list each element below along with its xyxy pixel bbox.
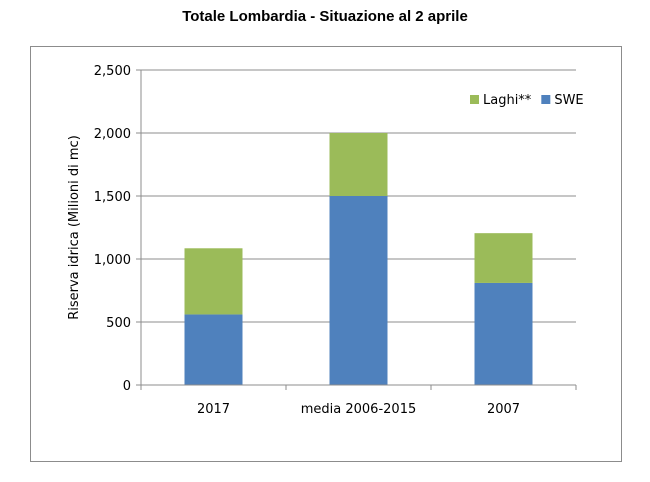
y-tick-label: 2,000 bbox=[94, 127, 131, 142]
bar-laghi bbox=[474, 233, 533, 283]
legend-label: Laghi** bbox=[483, 93, 532, 108]
legend-swatch bbox=[470, 95, 479, 104]
y-tick-label: 500 bbox=[106, 316, 131, 331]
x-category-label: media 2006-2015 bbox=[301, 402, 416, 417]
bar-laghi bbox=[184, 248, 243, 315]
x-category-label: 2017 bbox=[197, 402, 230, 417]
bar-laghi bbox=[329, 133, 388, 196]
bar-swe bbox=[184, 314, 243, 385]
x-category-label: 2007 bbox=[487, 402, 520, 417]
y-axis-title: Riserva idrica (Milioni di mc) bbox=[67, 135, 82, 320]
y-tick-label: 2,500 bbox=[94, 64, 131, 79]
bar-swe bbox=[474, 282, 533, 385]
y-tick-label: 1,500 bbox=[94, 190, 131, 205]
chart-title: Totale Lombardia - Situazione al 2 april… bbox=[182, 8, 468, 25]
y-tick-label: 1,000 bbox=[94, 253, 131, 268]
chart-frame bbox=[30, 46, 622, 462]
legend-label: SWE bbox=[554, 93, 583, 108]
y-tick-label: 0 bbox=[123, 379, 131, 394]
bar-swe bbox=[329, 196, 388, 385]
legend-swatch bbox=[541, 95, 551, 104]
